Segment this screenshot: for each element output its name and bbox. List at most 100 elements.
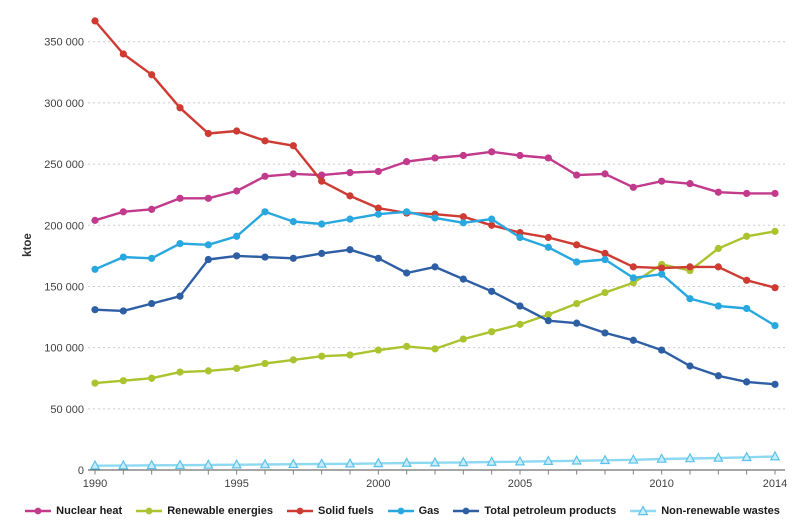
x-tick-labels: 1990 1995 2000 2005 2010 2014 [83,478,787,490]
data-point [89,459,101,470]
data-point [148,299,156,308]
legend-item-non-renewable-wastes: Non-renewable wastes [630,505,780,517]
data-point [459,213,467,221]
data-point [741,451,752,462]
legend-marker-icon [25,507,52,515]
legend-marker-icon [630,505,657,516]
series-total-petroleum-products [91,246,779,388]
data-point [261,137,269,145]
data-point [318,352,326,360]
data-point [204,194,212,202]
data-point [261,253,269,261]
data-point [573,171,581,179]
series-gas [91,208,779,330]
data-point [573,319,581,327]
gridlines [88,41,785,410]
legend-dot-icon [34,507,42,515]
data-point [629,336,637,344]
data-point [148,71,156,79]
data-point [714,263,722,271]
data-point [401,457,412,467]
data-point [771,284,779,292]
y-axis-label: ktoe [22,233,34,257]
series-line-nuclear-heat [93,150,777,222]
series-solid-fuels [91,17,779,292]
data-point [119,377,127,385]
data-point [771,322,779,330]
data-point [771,189,779,198]
data-point [233,232,241,240]
x-tick-label: 2010 [649,478,673,490]
data-point [629,183,637,191]
x-axis [88,469,785,475]
y-tick-label: 200 000 [44,220,84,232]
data-point [601,288,609,297]
data-point [373,457,384,468]
data-point [743,232,751,240]
legend-item-total-petroleum-products: Total petroleum products [453,505,616,517]
data-point [488,287,496,295]
data-point [488,148,496,156]
data-point [176,240,184,248]
data-point [203,459,214,469]
legend-dot-icon [296,507,304,515]
legend-marker-icon [453,507,480,515]
data-point [344,457,356,468]
legend-triangle-icon [637,505,649,516]
data-point [148,205,156,213]
series-renewable-energies [91,227,779,387]
data-point [544,310,552,319]
legend-marker-icon [136,507,163,515]
data-point [174,459,186,470]
chart-canvas: ktoe 0 50 000 100 000 150 000 200 000 250 000… [22,17,787,490]
data-point [601,249,609,258]
data-point [289,170,297,178]
data-point [543,455,554,465]
data-point [374,167,382,176]
data-point [261,172,269,180]
data-point [486,456,497,466]
data-point [658,177,666,185]
data-point [431,345,439,353]
data-point [289,356,297,364]
x-tick-label: 2005 [508,478,532,490]
data-point [176,104,184,112]
data-point [91,265,99,273]
data-point [459,219,467,227]
data-point [91,306,99,314]
data-point [119,253,127,261]
data-point [403,158,411,166]
data-point [318,171,326,179]
chart-legend: Nuclear heat Renewable energies Solid fuel… [0,496,805,526]
data-point [629,263,637,271]
series-non-renewable-wastes [89,450,781,470]
data-point [573,258,581,266]
data-point [743,378,751,386]
data-point [771,380,779,388]
data-point [346,192,354,200]
x-tick-label: 2000 [366,478,390,490]
series-line-solid-fuels [93,19,777,289]
data-point [714,372,722,380]
data-point [233,127,241,135]
data-point [91,216,99,224]
data-point [459,275,467,283]
series-nuclear-heat [91,148,779,224]
data-point [658,346,666,354]
y-tick-label: 50 000 [50,404,84,416]
data-point [261,208,269,216]
legend-label: Total petroleum products [484,505,617,517]
data-point [431,214,439,222]
data-point [686,180,694,188]
data-point [544,317,552,325]
legend-label: Solid fuels [317,505,374,517]
data-point [146,459,157,470]
legend-item-gas: Gas [387,505,439,517]
legend-dot-icon [145,507,153,515]
data-point [204,367,212,375]
data-point [346,169,354,177]
data-point [488,215,496,223]
data-point [743,189,751,198]
data-point [346,351,354,359]
